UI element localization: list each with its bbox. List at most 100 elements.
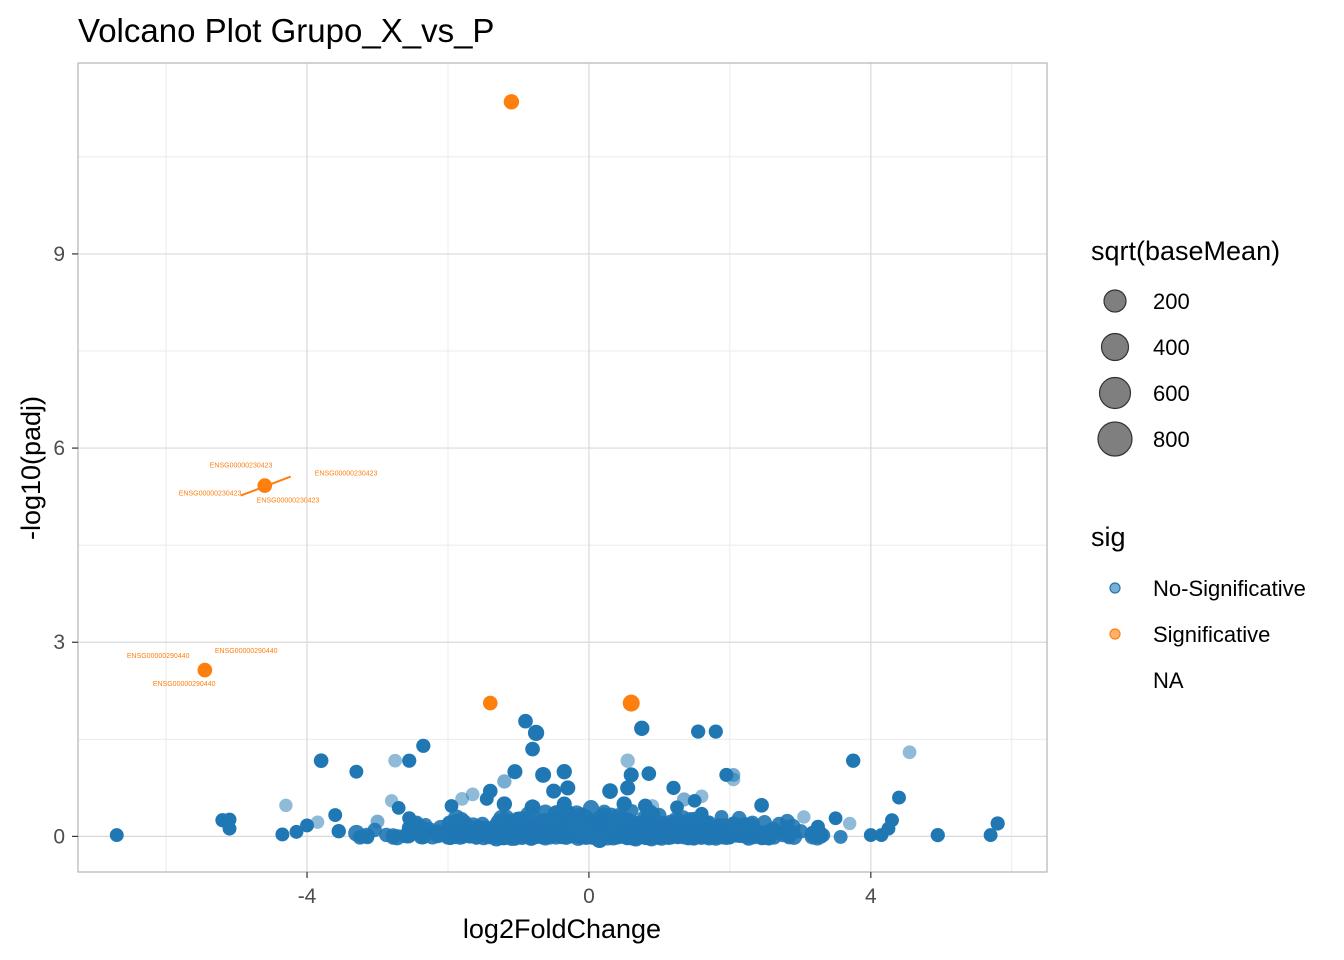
- data-point: [482, 783, 498, 799]
- legend-size-key: [1098, 376, 1132, 410]
- legend-size-key: [1097, 421, 1133, 457]
- data-point: [577, 824, 594, 842]
- x-tick-label: 0: [583, 885, 595, 908]
- data-point: [402, 811, 417, 826]
- legend-size-key: [1100, 332, 1130, 362]
- data-point: [881, 821, 896, 836]
- y-tick-label: 0: [53, 825, 65, 848]
- data-point: [691, 724, 706, 739]
- y-axis-ticks: 0 3 6 9: [53, 243, 78, 848]
- significant-point: [622, 694, 640, 712]
- data-point: [518, 824, 535, 841]
- data-point: [797, 810, 811, 824]
- data-point: [507, 764, 523, 780]
- data-point: [863, 828, 878, 843]
- data-point: [442, 815, 457, 829]
- point-label: ENSG00000230423: [257, 498, 320, 505]
- legend-size-label: 800: [1153, 427, 1190, 452]
- panel-border: [77, 62, 1048, 873]
- data-point: [641, 766, 657, 781]
- data-point: [289, 824, 304, 839]
- data-point: [109, 828, 124, 843]
- data-point: [449, 827, 464, 842]
- data-point: [402, 753, 417, 768]
- data-point: [560, 780, 576, 796]
- data-point: [828, 811, 843, 826]
- data-point: [455, 791, 469, 806]
- data-point: [496, 796, 513, 812]
- grid: [78, 63, 1047, 872]
- y-axis-title: -log10(padj): [16, 396, 46, 540]
- label-connector: [240, 475, 292, 497]
- data-point: [313, 753, 329, 769]
- data-point: [687, 793, 702, 808]
- point-label: ENSG00000290440: [153, 681, 216, 688]
- y-tick-label: 9: [53, 243, 65, 266]
- data-point: [433, 827, 449, 842]
- legend-color-label: NA: [1153, 668, 1184, 693]
- significant-point: [503, 94, 520, 110]
- data-point: [623, 767, 639, 783]
- data-point: [708, 724, 723, 739]
- data-point: [475, 825, 491, 841]
- point-label: ENSG00000230423: [179, 491, 242, 498]
- x-axis-ticks: -4 0 4: [298, 872, 877, 908]
- x-axis-title: log2FoldChange: [463, 914, 661, 944]
- data-point: [620, 753, 635, 768]
- data-point: [892, 790, 906, 805]
- data-point: [527, 724, 545, 741]
- data-point: [694, 806, 709, 821]
- legend-color-key: [1109, 582, 1121, 594]
- data-point: [535, 766, 552, 783]
- significant-point: [197, 662, 213, 678]
- data-point: [546, 783, 562, 799]
- legend-color-label: Significative: [1153, 622, 1270, 647]
- data-point: [676, 792, 692, 807]
- data-point: [754, 798, 769, 813]
- legend-size-label: 400: [1153, 335, 1190, 360]
- data-point: [687, 829, 702, 844]
- data-point: [645, 799, 660, 813]
- x-tick-label: 4: [865, 885, 877, 908]
- data-point: [759, 825, 773, 839]
- data-point: [556, 764, 572, 780]
- data-point: [356, 829, 371, 844]
- data-point: [846, 753, 861, 768]
- chart-title: Volcano Plot Grupo_X_vs_P: [78, 12, 494, 49]
- data-point: [602, 783, 618, 799]
- data-point: [416, 738, 431, 753]
- x-tick-label: -4: [298, 885, 317, 908]
- data-point: [604, 829, 619, 844]
- significant-point: [482, 695, 498, 711]
- data-point: [328, 808, 343, 822]
- data-point: [726, 816, 741, 831]
- data-point: [657, 828, 672, 842]
- data-point: [524, 799, 541, 816]
- data-point: [811, 819, 825, 834]
- y-tick-label: 6: [53, 437, 65, 460]
- data-point: [605, 815, 622, 832]
- data-point: [525, 741, 540, 757]
- legend-size-key: [1103, 289, 1127, 313]
- data-point: [465, 787, 480, 802]
- point-label: ENSG00000230423: [315, 471, 378, 478]
- data-point: [418, 818, 433, 832]
- data-point: [386, 828, 401, 843]
- data-point: [779, 826, 794, 841]
- data-point: [983, 828, 998, 843]
- data-point: [556, 796, 572, 812]
- data-point: [391, 801, 406, 815]
- data-point: [279, 798, 293, 813]
- data-point: [222, 821, 237, 836]
- data-point: [275, 827, 290, 842]
- y-tick-label: 3: [53, 631, 65, 654]
- data-point: [349, 764, 364, 779]
- legend: sqrt(baseMean) sig 200 400 600 800 No-Signif…: [1091, 236, 1306, 693]
- data-point: [370, 814, 385, 829]
- data-point: [833, 830, 848, 844]
- point-label: ENSG00000290440: [215, 648, 278, 655]
- data-point: [591, 810, 606, 825]
- data-point: [591, 831, 608, 849]
- data-point: [638, 829, 653, 844]
- data-point: [726, 772, 741, 787]
